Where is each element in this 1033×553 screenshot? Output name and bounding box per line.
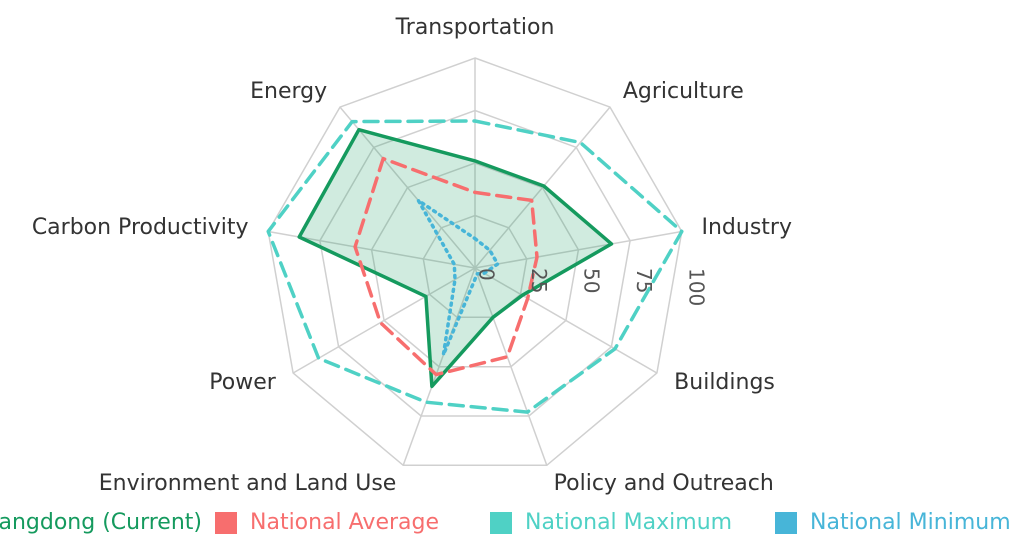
grid-ring bbox=[370, 162, 580, 368]
legend-label: National Average bbox=[250, 510, 439, 535]
category-label: Industry bbox=[702, 215, 793, 240]
spoke bbox=[402, 267, 476, 466]
legend-swatch bbox=[215, 512, 237, 534]
legend-label: Guangdong (Current) bbox=[0, 510, 202, 535]
legend-label: National Maximum bbox=[525, 510, 732, 535]
spoke bbox=[474, 106, 611, 269]
series-line bbox=[266, 119, 684, 414]
r-tick-label: 0 bbox=[475, 268, 499, 281]
spoke bbox=[474, 230, 682, 269]
category-label: Power bbox=[209, 370, 276, 395]
legend-swatch bbox=[490, 512, 512, 534]
spoke bbox=[474, 267, 548, 466]
legend-label: National Minimum bbox=[810, 510, 1011, 535]
grid-ring bbox=[267, 57, 683, 467]
spoke bbox=[339, 106, 476, 269]
category-label: Energy bbox=[250, 79, 327, 104]
legend-swatch bbox=[775, 512, 797, 534]
r-tick-label: 75 bbox=[632, 268, 656, 293]
category-label: Transportation bbox=[395, 15, 555, 40]
category-label: Carbon Productivity bbox=[32, 215, 249, 240]
grid-ring bbox=[422, 214, 528, 319]
grid-ring bbox=[319, 109, 631, 417]
spoke bbox=[292, 267, 476, 374]
series-line bbox=[297, 127, 614, 389]
r-tick-label: 100 bbox=[685, 268, 709, 306]
series-line bbox=[416, 198, 500, 357]
spoke bbox=[474, 267, 658, 374]
category-label: Environment and Land Use bbox=[99, 471, 397, 496]
series-line bbox=[353, 156, 539, 377]
r-tick-label: 50 bbox=[580, 268, 604, 293]
r-tick-label: 25 bbox=[527, 268, 551, 293]
category-label: Buildings bbox=[674, 370, 775, 395]
category-label: Policy and Outreach bbox=[554, 471, 774, 496]
category-label: Agriculture bbox=[623, 79, 744, 104]
